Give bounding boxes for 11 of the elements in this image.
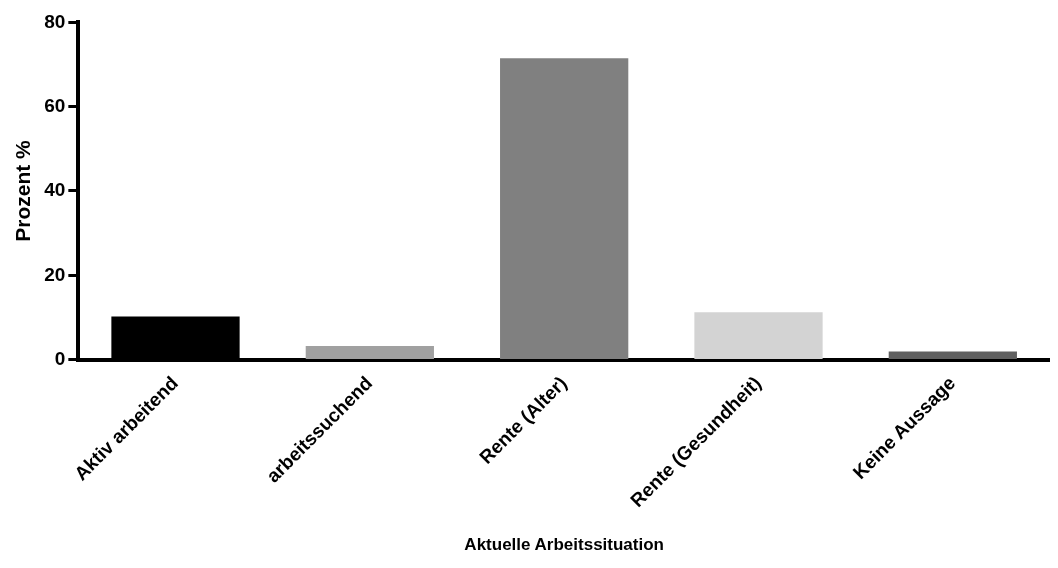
bar (694, 312, 823, 360)
y-axis-title: Prozent % (11, 139, 35, 242)
bar (500, 58, 629, 360)
y-tick-label: 40 (44, 179, 66, 201)
y-tick-label: 60 (44, 94, 66, 116)
y-tick-label: 0 (54, 347, 66, 369)
bar (305, 346, 434, 360)
x-axis-title: Aktuelle Arbeitssituation (464, 535, 664, 555)
bar (888, 351, 1017, 360)
y-tick-label: 80 (44, 10, 66, 32)
y-tick-label: 20 (44, 263, 66, 285)
